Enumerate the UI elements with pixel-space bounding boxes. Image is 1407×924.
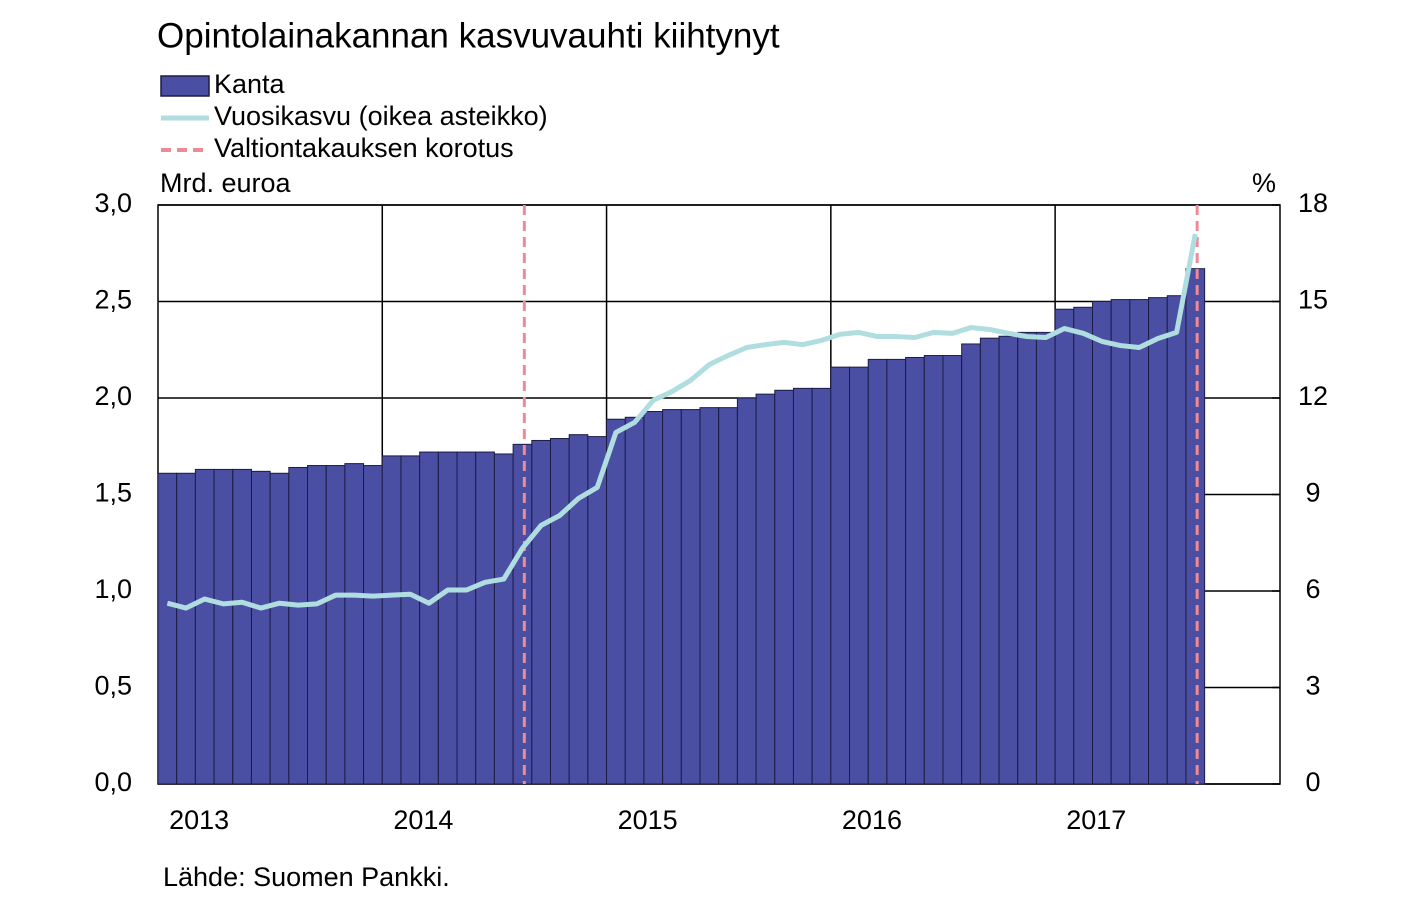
bar xyxy=(680,409,701,785)
bar xyxy=(288,466,309,785)
y2-tick-label: 6 xyxy=(1305,574,1320,604)
bar xyxy=(643,411,664,785)
bar xyxy=(718,407,738,785)
y-tick-label: 0,0 xyxy=(94,767,132,797)
bar xyxy=(1035,331,1056,785)
bar xyxy=(325,465,346,785)
bar xyxy=(979,337,1000,785)
bar xyxy=(400,455,421,785)
y-tick-label: 2,0 xyxy=(94,381,132,411)
source: Lähde: Suomen Pankki. xyxy=(163,862,450,892)
x-tick-label: 2013 xyxy=(169,805,229,835)
bar xyxy=(774,389,794,785)
y2-tick-label: 9 xyxy=(1305,478,1320,508)
bar xyxy=(363,465,383,785)
y-tick-label: 0,5 xyxy=(94,671,132,701)
y-tick-label: 1,5 xyxy=(94,478,132,508)
line xyxy=(166,233,1198,611)
bar xyxy=(456,451,477,785)
bar xyxy=(269,472,290,785)
y2-axis-label: % xyxy=(1252,168,1276,198)
bar xyxy=(381,455,402,785)
y-tick-label: 1,0 xyxy=(94,574,132,604)
bar xyxy=(344,463,365,785)
y-axis-label: Mrd. euroa xyxy=(160,168,292,198)
bar xyxy=(1092,301,1112,785)
y2-tick-label: 15 xyxy=(1298,285,1328,315)
bar xyxy=(886,358,907,785)
bar xyxy=(419,451,439,785)
x-tick-label: 2016 xyxy=(842,805,902,835)
x-tick-label: 2015 xyxy=(618,805,678,835)
bar xyxy=(475,451,495,785)
y2-tick-label: 18 xyxy=(1298,188,1328,218)
bar xyxy=(905,356,925,785)
bar xyxy=(624,416,645,785)
bar xyxy=(755,393,776,785)
bar xyxy=(1110,299,1131,785)
bar xyxy=(437,451,458,785)
bar xyxy=(307,465,327,785)
bar xyxy=(549,438,570,785)
bar xyxy=(923,355,944,785)
bar xyxy=(194,468,215,785)
bar xyxy=(213,468,234,785)
y2-tick-label: 3 xyxy=(1305,671,1320,701)
bar xyxy=(1185,268,1206,785)
y-tick-label: 2,5 xyxy=(94,285,132,315)
y2-tick-label: 0 xyxy=(1305,767,1320,797)
bar xyxy=(1017,331,1037,785)
bar xyxy=(1073,306,1094,785)
x-tick-label: 2014 xyxy=(393,805,453,835)
bar xyxy=(736,397,757,785)
bar xyxy=(961,343,981,785)
bar xyxy=(998,335,1019,785)
bar xyxy=(830,366,851,785)
bar xyxy=(1054,308,1075,785)
bar xyxy=(1129,299,1150,785)
y-tick-label: 3,0 xyxy=(94,188,132,218)
bar xyxy=(942,355,963,785)
bar xyxy=(867,358,888,785)
bar xyxy=(531,439,551,785)
y2-tick-label: 12 xyxy=(1298,381,1328,411)
bar xyxy=(512,443,533,785)
bar xyxy=(849,366,869,785)
legend-swatch xyxy=(160,75,210,97)
chart-title: Opintolainakannan kasvuvauhti kiihtynyt xyxy=(157,16,780,55)
bar xyxy=(1166,295,1187,785)
bar xyxy=(568,434,589,785)
bar xyxy=(811,387,832,785)
bar xyxy=(232,468,252,785)
bar xyxy=(250,470,271,785)
bar xyxy=(493,453,514,785)
bar xyxy=(662,409,682,785)
x-tick-label: 2017 xyxy=(1066,805,1126,835)
bar xyxy=(792,387,813,785)
legend-label: Vuosikasvu (oikea asteikko) xyxy=(214,101,548,131)
bar xyxy=(157,472,178,785)
bar xyxy=(699,407,720,785)
legend-label: Valtiontakauksen korotus xyxy=(214,133,514,163)
legend-label: Kanta xyxy=(214,69,286,99)
bar xyxy=(1148,297,1168,785)
bar xyxy=(176,472,196,785)
bar xyxy=(606,418,626,785)
